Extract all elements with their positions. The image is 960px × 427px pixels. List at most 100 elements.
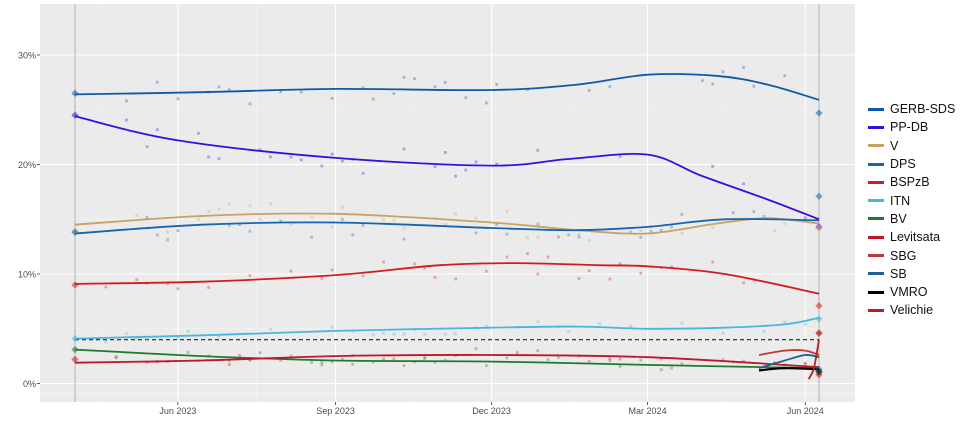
poll-point [361, 224, 365, 227]
poll-point [402, 364, 406, 368]
poll-point [752, 84, 756, 88]
poll-point [526, 236, 529, 239]
poll-point [382, 217, 385, 221]
poll-point [392, 332, 396, 336]
poll-point [711, 164, 715, 168]
poll-point [145, 145, 149, 149]
poll-point [238, 354, 241, 357]
legend-item: VMRO [868, 283, 958, 301]
poll-point [474, 347, 478, 351]
legend-label: SB [890, 266, 907, 281]
legend-label: BV [890, 211, 907, 226]
legend-label: DPS [890, 157, 916, 172]
poll-point [433, 275, 437, 279]
poll-point [680, 213, 684, 216]
legend-swatch [868, 254, 884, 258]
poll-point [474, 216, 478, 220]
poll-point [608, 85, 612, 88]
poll-point [217, 207, 221, 211]
result-marker [815, 109, 823, 117]
poll-point [443, 332, 447, 336]
poll-point [505, 255, 509, 259]
poll-point [485, 101, 488, 105]
poll-point [413, 77, 416, 80]
trend-line-vmro [758, 367, 820, 372]
poll-point [176, 336, 180, 340]
poll-point [618, 154, 622, 158]
poll-point [371, 333, 375, 337]
poll-point [485, 325, 488, 328]
legend-item: Velichie [868, 301, 958, 319]
result-marker [815, 315, 823, 323]
x-tick-label: Dec 2023 [472, 406, 511, 416]
poll-point [721, 358, 725, 362]
poll-point [351, 362, 355, 366]
poll-point [155, 128, 159, 132]
trend-lines [74, 73, 820, 380]
poll-point [443, 222, 447, 226]
poll-point [629, 324, 632, 328]
trend-line-sb [758, 354, 820, 370]
legend-label: ITN [890, 193, 911, 208]
poll-point [269, 155, 272, 159]
poll-point [618, 357, 622, 361]
poll-point [567, 233, 571, 237]
poll-point [330, 360, 334, 364]
poll-point [279, 90, 283, 94]
poll-point [443, 151, 447, 154]
poll-point [443, 80, 447, 84]
poll-point [186, 329, 190, 333]
poll-point [371, 360, 375, 364]
poll-point [248, 102, 252, 106]
legend-label: VMRO [890, 285, 928, 300]
poll-point [567, 330, 571, 333]
poll-point [227, 223, 231, 227]
result-marker [71, 111, 79, 119]
legend-item: Levitsata [868, 228, 958, 246]
poll-point [269, 202, 272, 206]
poll-point [341, 159, 344, 163]
poll-point [248, 358, 252, 362]
poll-point [485, 269, 488, 273]
poll-point [279, 358, 283, 362]
poll-point [505, 209, 509, 213]
poll-point [382, 260, 385, 264]
legend-item: BV [868, 210, 958, 228]
legend-label: PP-DB [890, 120, 929, 135]
poll-point [454, 277, 457, 281]
trend-line-gerb-sds [74, 73, 820, 101]
result-marker [815, 367, 823, 376]
poll-point [207, 286, 211, 289]
legend-item: GERB-SDS [868, 100, 958, 118]
poll-point [423, 355, 427, 359]
poll-point [608, 357, 612, 361]
trend-line-sbg [758, 349, 820, 356]
poll-point [155, 233, 159, 237]
legend-swatch [868, 144, 884, 148]
poll-point [402, 237, 406, 241]
poll-point [402, 226, 406, 230]
poll-point [515, 351, 519, 355]
poll-point [433, 360, 437, 364]
x-axis: Jun 2023 Sep 2023 Dec 2023 Mar 2024 Jun 2024 [159, 402, 824, 416]
x-tick-label: Sep 2023 [316, 406, 355, 416]
poll-point [454, 332, 457, 336]
poll-point [721, 70, 725, 74]
poll-point [773, 229, 776, 233]
legend-swatch [868, 107, 884, 111]
poll-point [762, 215, 766, 218]
legend-item: ITN [868, 191, 958, 209]
trend-line-bv [74, 348, 820, 370]
legend-swatch [868, 235, 884, 239]
poll-point [557, 355, 560, 359]
poll-point [546, 255, 550, 259]
poll-point [711, 225, 715, 229]
poll-point [402, 147, 406, 151]
legend-swatch [868, 308, 884, 312]
poll-point [474, 231, 478, 235]
poll-point [104, 285, 108, 289]
trend-line-itn [74, 316, 820, 340]
poll-point [803, 361, 807, 365]
y-axis: 0% 10% 20% 30% [18, 51, 40, 389]
poll-point [135, 214, 139, 217]
